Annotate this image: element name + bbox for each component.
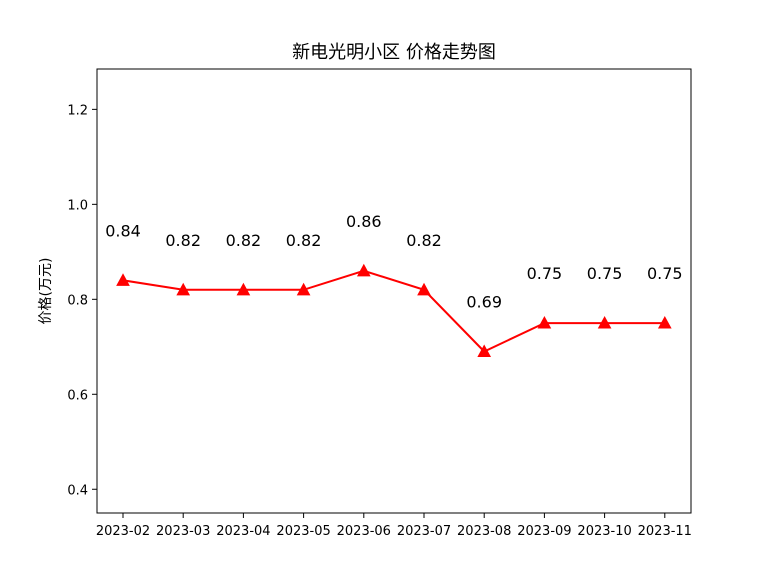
series-line <box>122 269 665 353</box>
data-label: 0.82 <box>286 231 322 250</box>
x-tick-label: 2023-09 <box>517 524 571 539</box>
data-label: 0.82 <box>165 231 201 250</box>
data-point-marker <box>657 316 672 329</box>
x-tick-label: 2023-04 <box>216 524 270 539</box>
data-point-marker <box>176 282 191 296</box>
data-label: 0.75 <box>587 264 623 283</box>
x-tick-label: 2023-02 <box>96 524 150 539</box>
y-tick-label: 1.0 <box>67 198 88 213</box>
data-point-marker <box>597 316 612 329</box>
y-tick-label: 0.8 <box>67 293 88 308</box>
data-point-marker <box>236 282 251 296</box>
data-point-marker <box>296 282 311 296</box>
data-label: 0.82 <box>226 231 262 250</box>
axes-frame <box>96 68 692 514</box>
x-tick-label: 2023-07 <box>397 524 451 539</box>
data-label: 0.82 <box>406 231 442 250</box>
data-label: 0.75 <box>647 264 683 283</box>
y-axis-label: 价格(万元) <box>38 258 54 325</box>
x-tick-label: 2023-05 <box>276 524 330 539</box>
data-label: 0.69 <box>466 293 502 312</box>
x-tick-label: 2023-08 <box>457 524 511 539</box>
y-tick-label: 1.2 <box>67 103 88 118</box>
x-tick-label: 2023-06 <box>337 524 391 539</box>
data-point-marker <box>537 316 552 329</box>
data-point-marker <box>477 344 492 358</box>
x-tick-label: 2023-03 <box>156 524 210 539</box>
x-tick-label: 2023-11 <box>638 524 692 539</box>
data-label: 0.86 <box>346 212 382 231</box>
y-tick-label: 0.6 <box>67 388 88 403</box>
y-tick-label: 0.4 <box>67 483 88 498</box>
data-point-marker <box>417 282 431 296</box>
data-label: 0.84 <box>105 221 141 240</box>
data-label: 0.75 <box>527 264 563 283</box>
chart-title: 新电光明小区 价格走势图 <box>292 42 496 63</box>
data-point-marker <box>116 273 130 286</box>
x-tick-label: 2023-10 <box>577 524 631 539</box>
plot-area: 0.4 0.6 0.8 1.0 1.2 2023-02 2023-03 2023-04 2023… <box>67 68 692 539</box>
data-point-marker <box>356 263 371 277</box>
